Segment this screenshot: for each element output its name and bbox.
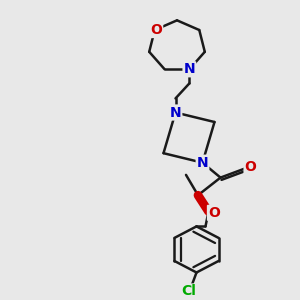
- Text: O: O: [244, 160, 256, 174]
- Text: Cl: Cl: [182, 284, 196, 298]
- Text: O: O: [150, 23, 162, 37]
- Text: N: N: [184, 62, 195, 76]
- Text: N: N: [197, 156, 208, 170]
- Text: O: O: [208, 206, 220, 220]
- Text: N: N: [170, 106, 181, 119]
